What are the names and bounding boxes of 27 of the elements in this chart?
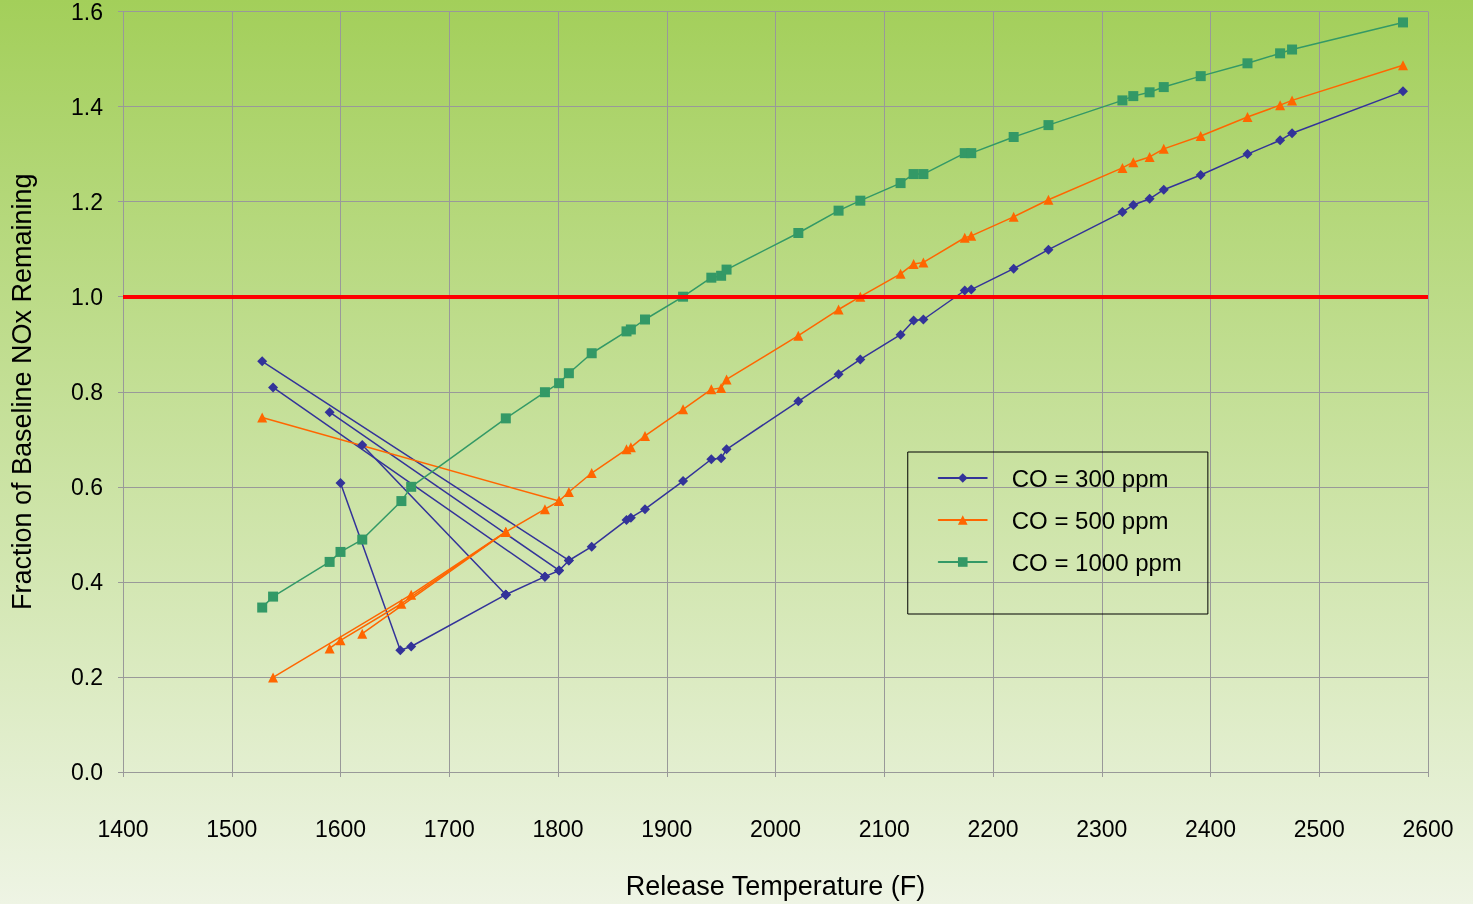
x-tick-label: 1400 — [97, 815, 149, 842]
y-tick-label: 1.0 — [71, 283, 103, 310]
x-tick-label: 2300 — [1076, 815, 1128, 842]
x-tick-label: 1800 — [532, 815, 584, 842]
legend-label: CO = 500 ppm — [1011, 506, 1169, 534]
legend-label: CO = 1000 ppm — [1011, 548, 1182, 576]
x-tick-label: 2500 — [1293, 815, 1345, 842]
y-tick-label: 0.4 — [71, 568, 104, 595]
y-axis-title: Fraction of Baseline NOx Remaining — [6, 173, 37, 611]
y-tick-label: 1.4 — [71, 93, 104, 120]
x-tick-label: 2200 — [967, 815, 1019, 842]
x-tick-label: 2100 — [858, 815, 910, 842]
legend-label: CO = 300 ppm — [1011, 464, 1169, 492]
y-tick-label: 1.6 — [71, 0, 103, 25]
x-tick-label: 1900 — [641, 815, 693, 842]
x-tick-label: 1700 — [423, 815, 475, 842]
x-tick-label: 2600 — [1402, 815, 1454, 842]
y-tick-label: 0.6 — [71, 473, 103, 500]
x-axis-title: Release Temperature (F) — [625, 870, 926, 901]
y-tick-label: 1.2 — [71, 188, 103, 215]
x-tick-label: 1600 — [314, 815, 367, 842]
y-tick-label: 0.0 — [71, 759, 103, 785]
x-tick-label: 2400 — [1184, 815, 1237, 842]
y-tick-label: 0.8 — [71, 378, 103, 405]
y-tick-label: 0.2 — [71, 663, 103, 690]
x-tick-label: 2000 — [749, 815, 802, 842]
x-tick-label: 1500 — [206, 815, 258, 842]
